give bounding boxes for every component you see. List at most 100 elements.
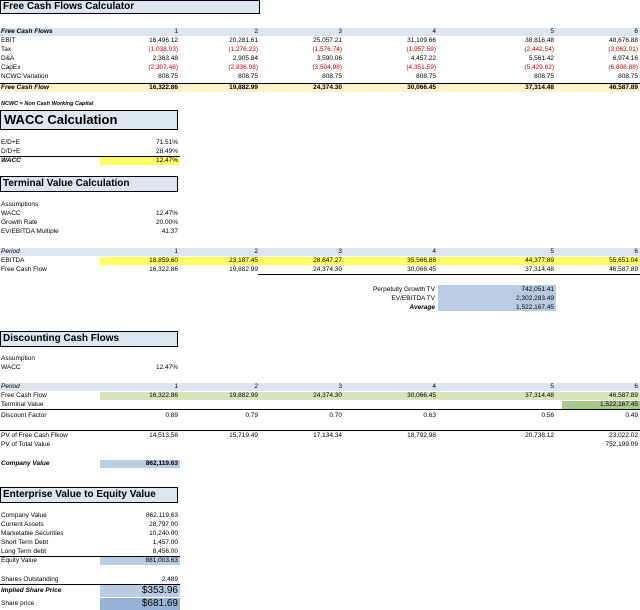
dcf-assumption-heading: Assumption [0, 355, 640, 363]
row-label: Implied Share Price [1, 587, 62, 594]
value-cell: 35,566.88 [407, 257, 436, 264]
value-cell: 0.63 [423, 412, 436, 419]
row-label: EBITDA [1, 257, 25, 264]
value-cell: 862,119.63 [145, 512, 178, 519]
value-cell: 10,240.00 [149, 530, 178, 537]
row-label: EV/EBITDA TV [391, 295, 435, 302]
value-cell: 24,374.30 [313, 392, 342, 399]
wacc-section-title: WACC Calculation [0, 110, 178, 130]
row-label: Terminal Value [1, 401, 44, 408]
row-label: Share price [1, 600, 35, 607]
dcf-terminal-row: Terminal Value 1,522,167.45 [0, 401, 640, 409]
value-cell: 1,457.00 [152, 539, 178, 546]
row-label: Discount Factor [1, 412, 47, 419]
row-label: Assumption [1, 355, 35, 362]
divider [258, 274, 640, 275]
dcf-fcf-row: Free Cash Flow 16,322.86 19,882.99 24,37… [0, 392, 640, 400]
period-cell: 4 [432, 383, 436, 390]
shares-row: Shares Outstanding 2,489 [0, 576, 640, 584]
value-cell: 71.51% [155, 139, 178, 146]
value-cell: 0.56 [541, 412, 554, 419]
value-cell: (2,442.54) [524, 46, 554, 53]
row-label: WACC [1, 157, 21, 164]
period-cell: 6 [634, 383, 638, 390]
share-price-value: $681.69 [141, 598, 178, 609]
row-label: Period [1, 383, 20, 390]
table-row: Company Value 862,119.63 [0, 512, 640, 520]
share-price-highlight [100, 598, 180, 610]
tv-summary-box [438, 285, 556, 311]
value-cell: (1,576.74) [312, 46, 342, 53]
divider [0, 409, 640, 410]
tv-period-row: Period 1 2 3 4 5 6 [0, 248, 640, 256]
fcf-highlight [100, 392, 640, 400]
value-cell: 6,974.16 [612, 55, 638, 62]
tv-summary-row: EV/EBITDA TV 2,302,283.49 [0, 295, 640, 303]
fcf-line-row: D&A 2,363.48 2,905.84 3,590.06 4,457.22 5,561… [0, 55, 640, 63]
value-cell: (2,836.98) [228, 64, 258, 71]
period-cell: 3 [338, 248, 342, 255]
value-cell: (6,808.88) [608, 64, 638, 71]
fcf-header-label: Free Cash Flows [1, 28, 53, 35]
row-label: Period [1, 248, 20, 255]
value-cell: 808.75 [416, 73, 436, 80]
table-row: Long Term debt 8,456.00 [0, 548, 640, 556]
dcf-period-row: Period 1 2 3 4 5 6 [0, 383, 640, 391]
row-label: EV/EBITDA Multiple [1, 228, 59, 235]
value-cell: 2,302,283.49 [516, 295, 554, 302]
row-label: Marketable Securities [1, 530, 64, 537]
fcf-line-row: NCWC Variation 808.75 808.75 808.75 808.75 80… [0, 73, 640, 81]
value-cell: 16,322.86 [149, 266, 178, 273]
table-row: EV/EBITDA Multiple 41.37 [0, 228, 640, 236]
value-cell: 19,882.99 [229, 266, 258, 273]
value-cell: 16,322.86 [149, 84, 178, 91]
implied-price-value: $353.96 [141, 585, 178, 596]
divider [0, 584, 180, 585]
value-cell: 25,057.21 [313, 37, 342, 44]
divider [0, 83, 640, 84]
table-row: Short Term Debt 1,457.00 [0, 539, 640, 547]
ebitda-highlight [100, 257, 640, 265]
value-cell: 808.75 [534, 73, 554, 80]
period-cell: 4 [432, 28, 436, 35]
row-label: Perpetuity Growth TV [372, 286, 435, 293]
period-cell: 5 [550, 383, 554, 390]
period-cell: 1 [174, 383, 178, 390]
period-cell: 2 [254, 28, 258, 35]
row-label: CapEx [1, 64, 21, 71]
period-cell: 6 [634, 248, 638, 255]
value-cell: 24,374.30 [313, 266, 342, 273]
divider [0, 156, 180, 157]
company-value-row: Company Value 862,119.63 [0, 460, 180, 468]
period-cell: 6 [634, 28, 638, 35]
value-cell: 16,322.86 [149, 392, 178, 399]
value-cell: 17,134.34 [313, 432, 342, 439]
row-label: WACC [1, 210, 21, 217]
row-label: Long Term debt [1, 548, 47, 555]
row-label: PV of Free Cash Flkow [1, 432, 68, 439]
period-cell: 3 [338, 383, 342, 390]
fcf-total-row: Free Cash Flow 16,322.86 19,882.99 24,37… [0, 84, 640, 92]
tv-summary-row: Average 1,522,167.45 [0, 304, 640, 312]
value-cell: 44,377.89 [525, 257, 554, 264]
value-cell: 46,587.89 [609, 266, 638, 273]
value-cell: (3,504.98) [312, 64, 342, 71]
dcf-pv-tv-row: PV of Total Value 752,199.09 [0, 441, 640, 449]
value-cell: 1,522,167.45 [516, 304, 554, 311]
value-cell: 18,859.60 [149, 257, 178, 264]
tv-section-title: Terminal Value Calculation [0, 176, 178, 192]
value-cell: 23,187.45 [229, 257, 258, 264]
value-cell: 55,651.04 [609, 257, 638, 264]
value-cell: 30,066.45 [407, 392, 436, 399]
row-label: PV of Total Value [1, 441, 51, 448]
value-cell: 30,066.45 [407, 84, 436, 91]
dcf-section-title: Discounting Cash Flows [0, 331, 178, 347]
table-row: WACC 12.47% [0, 364, 640, 372]
value-cell: (4,351.59) [406, 64, 436, 71]
value-cell: (5,429.62) [524, 64, 554, 71]
row-label: Company Value [1, 460, 50, 467]
value-cell: 808.75 [618, 73, 638, 80]
period-cell: 2 [254, 248, 258, 255]
period-cell: 1 [174, 248, 178, 255]
value-cell: 4,457.22 [410, 55, 436, 62]
